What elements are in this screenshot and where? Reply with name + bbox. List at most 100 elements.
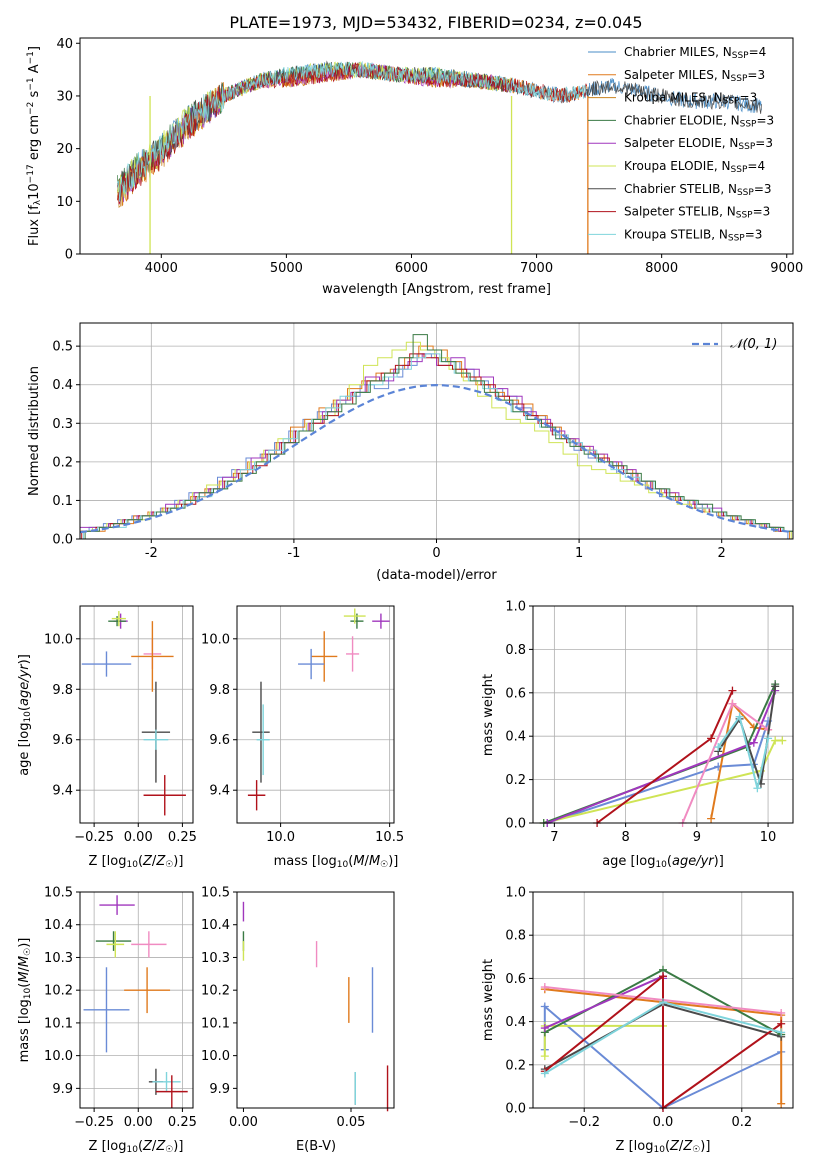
x-tick-label: 8000 [645, 261, 678, 276]
x-tick-label: 10.0 [266, 830, 295, 845]
y-tick-label: 0.4 [505, 1015, 526, 1030]
label-part: )] [700, 1139, 710, 1154]
label-part: Z [log [89, 854, 127, 869]
x-tick-label: 9000 [770, 261, 803, 276]
weight-marker [659, 972, 667, 981]
x-tick-label: 0.25 [168, 1115, 197, 1130]
weight-marker [764, 734, 773, 743]
spectrum-y-label: Flux [fλ10−17 erg cm−2 s−1 A−1] [26, 46, 43, 246]
weight-marker [771, 682, 780, 691]
y-tick-label: 9.4 [209, 784, 230, 799]
weight-marker [753, 784, 762, 793]
y-tick-label: 10.3 [44, 951, 73, 966]
label-part: Z [142, 1139, 153, 1154]
legend-entry: Chabrier ELODIE, NSSP=3 [624, 113, 774, 129]
x-tick-label: 0 [432, 546, 440, 561]
age-vs-z-frame [79, 605, 194, 824]
legend-entry: Salpeter ELODIE, NSSP=3 [624, 136, 773, 152]
label-part: ( [17, 706, 32, 711]
weight-marker [714, 743, 723, 752]
age-vs-z-x-label: Z [log10(Z/Z☉)] [89, 854, 184, 870]
y-tick-label: 0.4 [52, 378, 73, 393]
weight-marker [540, 1002, 549, 1011]
legend-subscript: SSP [732, 51, 749, 61]
y-tick-label: 10.1 [201, 1016, 230, 1031]
legend-entry: Salpeter STELIB, NSSP=3 [624, 205, 770, 221]
legend-text: Salpeter STELIB, N [624, 205, 736, 219]
y-tick-label: 10.0 [44, 1049, 73, 1064]
legend-text: Salpeter MILES, N [624, 68, 731, 82]
label-part: A [27, 64, 42, 77]
x-tick-label: 0.2 [731, 1115, 752, 1130]
legend-entry: Salpeter MILES, NSSP=3 [624, 68, 765, 84]
label-part: ☉ [165, 860, 173, 870]
label-part: ( [138, 1139, 143, 1154]
legend-entry: Kroupa STELIB, NSSP=3 [624, 227, 762, 243]
legend-subscript: SSP [731, 74, 748, 84]
histogram-step [84, 334, 793, 539]
label-part: −1 [26, 77, 36, 90]
weight-line [543, 1024, 663, 1057]
legend-text: Salpeter ELODIE, N [624, 136, 738, 150]
label-part: / [365, 854, 370, 869]
spectrum-frame [79, 37, 794, 255]
y-tick-label: 0.6 [505, 686, 526, 701]
chart-layer: 4000 5000 6000 7000 8000 9000010203040wavelen… [17, 37, 803, 1155]
label-part: 10 [653, 1145, 665, 1155]
label-part: M [17, 971, 32, 982]
label-part: M [369, 854, 380, 869]
y-tick-label: 0 [65, 248, 73, 263]
x-tick-label: 10.5 [375, 830, 404, 845]
weight-line [546, 720, 770, 824]
label-part: Z [log [89, 1139, 127, 1154]
label-part: mass [log [17, 999, 32, 1062]
age-vs-z-y-label: age [log10(age/yr)] [17, 654, 33, 776]
label-part: Z [669, 1139, 680, 1154]
mass-vs-ebv-axes: 0.00 0.05 9.9 10.0 10.1 10.2 10.3 10.4 10.5 [201, 886, 365, 1131]
age-vs-z-axes: −0.25 0.00 0.25 9.4 9.6 9.8 10.0 [44, 606, 197, 845]
legend-subscript: SSP [728, 234, 745, 244]
x-tick-label: 0.00 [124, 1115, 153, 1130]
label-part: M [353, 854, 364, 869]
x-tick-label: -2 [145, 546, 158, 561]
y-tick-label: 20 [56, 142, 73, 157]
legend-tail: =3 [753, 205, 771, 219]
label-part: M [17, 956, 32, 967]
label-part: age [log [17, 723, 32, 776]
x-tick-label: 0.05 [337, 1115, 366, 1130]
legend-subscript: SSP [723, 97, 740, 107]
label-part: )] [173, 1139, 183, 1154]
residuals-axes: -2 -1 0 1 2 0.0 0.1 0.2 0.3 0.4 0.5 [52, 323, 793, 561]
label-part: Z [682, 1139, 693, 1154]
label-part: ( [667, 854, 672, 869]
label-part: )] [17, 654, 32, 664]
histogram-x-label: (data-model)/error [376, 568, 497, 583]
y-tick-label: 9.9 [52, 1082, 73, 1097]
legend-subscript: SSP [737, 188, 754, 198]
legend-tail: =3 [740, 91, 758, 105]
x-tick-label: 7 [550, 830, 558, 845]
legend-tail: =3 [756, 113, 774, 127]
label-part: / [679, 1139, 684, 1154]
weight-marker [728, 699, 737, 708]
label-part: age/yr [17, 663, 32, 706]
legend-tail: =3 [755, 136, 773, 150]
y-tick-label: 0.4 [505, 730, 526, 745]
age-vs-mass-axes: 10.0 10.5 9.4 9.6 9.8 10.0 [201, 606, 404, 845]
weight-line [710, 701, 769, 819]
weight-marker [778, 736, 787, 745]
y-tick-label: 0.8 [505, 643, 526, 658]
y-tick-label: 10.4 [201, 918, 230, 933]
weight-line [596, 690, 734, 824]
histogram-frame [79, 322, 794, 540]
weight-marker [728, 686, 737, 695]
y-tick-label: 0.2 [52, 455, 73, 470]
histogram-step [80, 345, 791, 539]
x-tick-label: 7000 [520, 261, 553, 276]
label-part: )] [17, 938, 32, 948]
weight-vs-age-frame [532, 605, 794, 824]
label-part: Z [142, 854, 153, 869]
y-tick-label: 0.3 [52, 417, 73, 432]
weight-marker [777, 1028, 786, 1037]
x-tick-label: 5000 [270, 261, 303, 276]
